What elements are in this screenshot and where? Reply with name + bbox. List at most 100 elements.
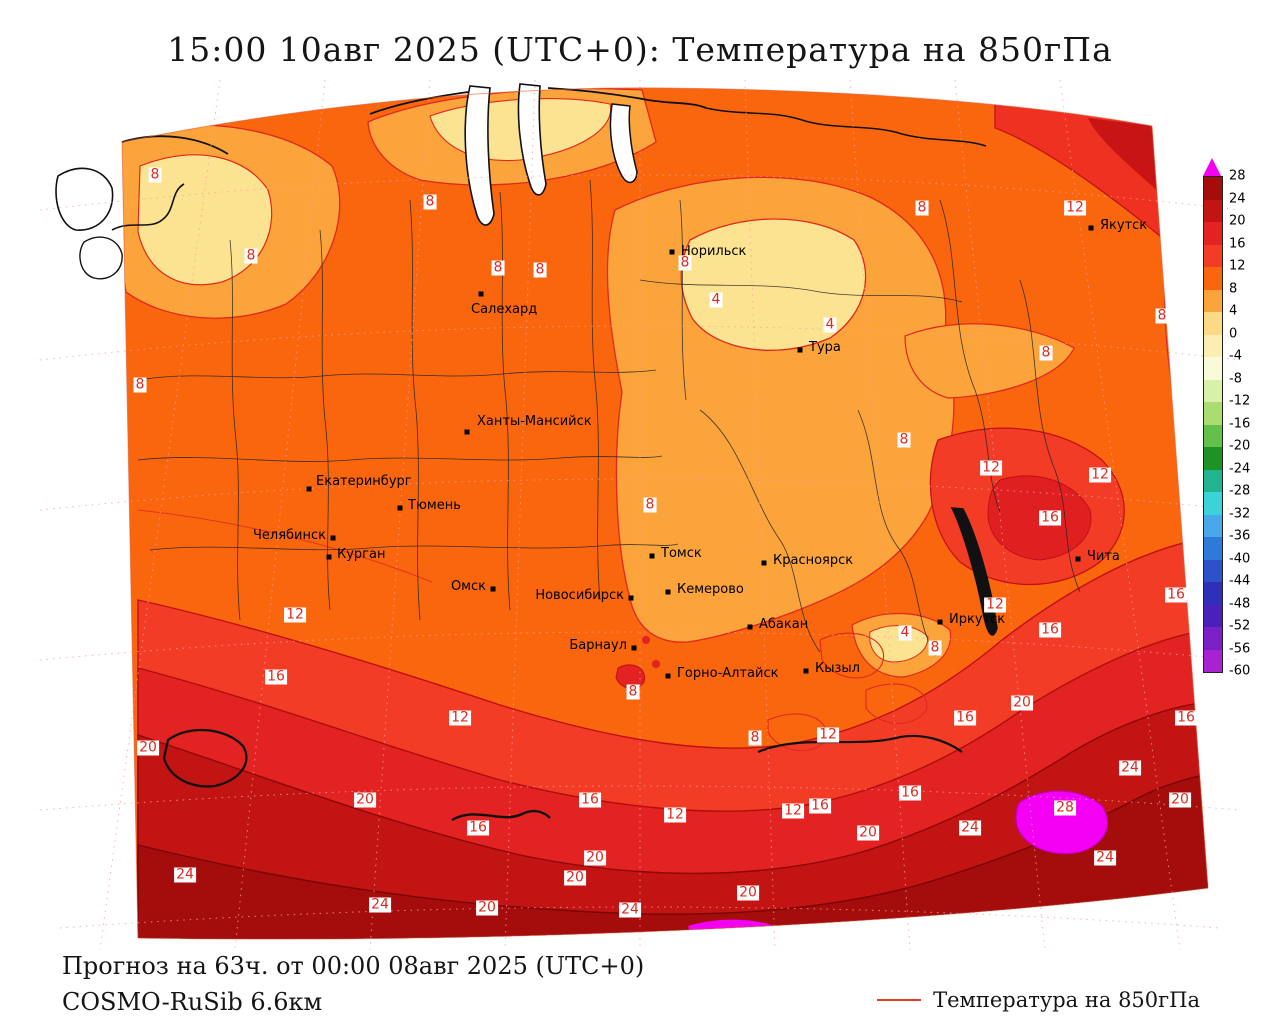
model-text: COSMO-RuSib 6.6км xyxy=(62,988,323,1016)
contour-label: 16 xyxy=(467,819,489,836)
city-label: Якутск xyxy=(1100,218,1148,233)
colorbar-band xyxy=(1204,334,1222,357)
city-label: Абакан xyxy=(759,617,809,632)
contour-label: 4 xyxy=(898,624,912,641)
city-marker xyxy=(397,505,403,511)
colorbar-band xyxy=(1204,312,1222,335)
contour-label: 4 xyxy=(709,291,723,308)
contour-label: 20 xyxy=(137,739,159,756)
legend-label: Температура на 850гПа xyxy=(933,988,1200,1012)
colorbar-tick: 12 xyxy=(1229,258,1246,274)
colorbar-tick: -60 xyxy=(1229,663,1251,679)
contour-label: 16 xyxy=(954,709,976,726)
contour-label: 20 xyxy=(857,824,879,841)
contour-label: 8 xyxy=(148,166,162,183)
city-label: Норильск xyxy=(681,244,747,259)
city-layer: Норильск Салехард Тура Якутск Ханты-Мансийск… xyxy=(0,80,1280,950)
coastlines xyxy=(55,83,987,280)
contour-label: 12 xyxy=(1089,466,1111,483)
colorbar-tick: 20 xyxy=(1229,213,1246,229)
contour-label: 8 xyxy=(643,496,657,513)
colorbar-tick: 8 xyxy=(1229,281,1238,296)
city-marker xyxy=(306,486,312,492)
city-label: Тура xyxy=(809,340,841,355)
colorbar-band xyxy=(1204,582,1222,605)
colorbar-tick: -4 xyxy=(1229,348,1242,364)
contour-label: 16 xyxy=(1039,509,1061,526)
contour-label: 16 xyxy=(1039,621,1061,638)
contour-label: 12 xyxy=(984,596,1006,613)
city-label: Тюмень xyxy=(408,498,461,513)
weather-map: Норильск Салехард Тура Якутск Ханты-Мансийск… xyxy=(0,80,1280,950)
city-marker xyxy=(628,595,634,601)
colorbar-band xyxy=(1204,199,1222,222)
colorbar-tick: -32 xyxy=(1229,506,1251,521)
contour-label: 20 xyxy=(737,884,759,901)
colorbar-band xyxy=(1204,177,1222,200)
contour-label: 24 xyxy=(619,901,641,918)
contour-label: 8 xyxy=(423,193,437,210)
contour-label: 8 xyxy=(897,431,911,448)
colorbar-tick: -48 xyxy=(1229,596,1251,611)
contour-label: 20 xyxy=(354,791,376,808)
colorbar-band xyxy=(1204,492,1222,515)
colorbar-tick: -12 xyxy=(1229,393,1251,409)
contour-label: 8 xyxy=(1039,344,1053,361)
contour-label-layer: 8 8 8 8 8 8 4 4 8 12 8 8 8 8 12 12 16 8 12 16 20 12 12 16 16 4 8 8 8… xyxy=(0,80,1280,950)
map-canvas xyxy=(39,80,1241,950)
colorbar-tick: -16 xyxy=(1229,416,1251,431)
city-marker xyxy=(478,291,484,297)
contour-label: 8 xyxy=(133,376,147,393)
colorbar-band xyxy=(1204,424,1222,447)
contour-label: 8 xyxy=(678,254,692,271)
contour-label: 16 xyxy=(579,791,601,808)
city-label: Красноярск xyxy=(773,553,854,568)
colorbar-band xyxy=(1204,267,1222,290)
city-label: Горно-Алтайск xyxy=(677,666,779,681)
contour-label: 8 xyxy=(928,639,942,656)
contour-label: 24 xyxy=(369,896,391,913)
contour-label: 8 xyxy=(915,199,929,216)
temperature-field xyxy=(122,87,1208,940)
colorbar-band xyxy=(1204,627,1222,650)
colorbar-band xyxy=(1204,289,1222,312)
city-marker xyxy=(490,586,496,592)
city-label: Омск xyxy=(450,579,486,594)
contour-label: 16 xyxy=(265,668,287,685)
city-marker xyxy=(631,645,637,651)
contour-label: 12 xyxy=(449,709,471,726)
colorbar-band xyxy=(1204,514,1222,537)
contour-label: 24 xyxy=(959,819,981,836)
city-marker xyxy=(937,619,943,625)
forecast-text: Прогноз на 63ч. от 00:00 08авг 2025 (UTC… xyxy=(62,952,645,980)
contour-label: 16 xyxy=(809,797,831,814)
contour-label: 24 xyxy=(1094,849,1116,866)
contour-label: 12 xyxy=(664,806,686,823)
contour-label: 20 xyxy=(1169,791,1191,808)
colorbar-bands xyxy=(1203,176,1223,673)
colorbar-tick: -44 xyxy=(1229,573,1251,589)
colorbar-band xyxy=(1204,649,1222,672)
admin-borders xyxy=(137,179,1081,657)
contour-label: 8 xyxy=(533,261,547,278)
contour-label: 16 xyxy=(899,784,921,801)
legend-line-sample xyxy=(877,999,922,1001)
colorbar-tick: -52 xyxy=(1229,618,1251,634)
colorbar-tick: -56 xyxy=(1229,641,1251,656)
city-label: Новосибирск xyxy=(535,588,624,603)
colorbar-arrow xyxy=(1203,158,1221,176)
city-label: Екатеринбург xyxy=(316,474,412,489)
contour-label: 24 xyxy=(174,866,196,883)
contour-label: 24 xyxy=(1119,759,1141,776)
colorbar-band xyxy=(1204,604,1222,627)
city-marker xyxy=(747,624,753,630)
contour-label: 8 xyxy=(244,247,258,264)
contour-label: 8 xyxy=(1155,307,1169,324)
colorbar-band xyxy=(1204,559,1222,582)
colorbar-band xyxy=(1204,537,1222,560)
city-marker xyxy=(649,553,655,559)
city-label: Томск xyxy=(661,546,702,561)
colorbar-band xyxy=(1204,379,1222,402)
city-marker xyxy=(669,249,675,255)
contour-label: 16 xyxy=(1165,586,1187,603)
